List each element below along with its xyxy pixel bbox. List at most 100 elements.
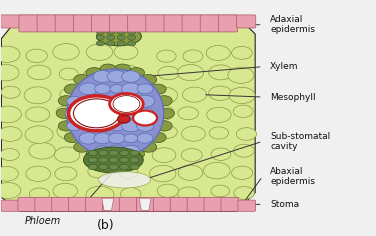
Circle shape (74, 75, 90, 85)
FancyBboxPatch shape (86, 197, 103, 211)
Circle shape (55, 147, 80, 163)
Circle shape (182, 126, 205, 141)
Circle shape (82, 97, 95, 105)
FancyBboxPatch shape (164, 15, 183, 32)
Circle shape (29, 188, 50, 201)
Circle shape (234, 187, 254, 199)
Circle shape (99, 164, 108, 170)
Circle shape (73, 99, 120, 128)
Circle shape (140, 75, 157, 85)
Circle shape (0, 46, 20, 62)
Circle shape (107, 29, 115, 34)
Circle shape (121, 83, 140, 95)
Circle shape (96, 41, 105, 46)
Circle shape (121, 120, 140, 132)
FancyBboxPatch shape (120, 197, 137, 211)
Circle shape (178, 187, 200, 201)
Circle shape (136, 108, 154, 119)
Circle shape (109, 150, 118, 156)
Circle shape (1, 86, 20, 98)
Circle shape (130, 164, 139, 170)
Circle shape (117, 115, 130, 123)
Text: Sub-stomatal
cavity: Sub-stomatal cavity (270, 132, 331, 151)
FancyBboxPatch shape (1, 15, 20, 28)
FancyBboxPatch shape (170, 197, 188, 211)
Circle shape (109, 109, 125, 119)
Circle shape (122, 145, 139, 156)
Circle shape (136, 121, 154, 131)
Circle shape (117, 29, 125, 34)
Circle shape (156, 96, 172, 106)
Circle shape (207, 107, 231, 122)
FancyBboxPatch shape (103, 197, 120, 211)
Circle shape (183, 50, 203, 62)
Circle shape (94, 96, 111, 107)
Circle shape (150, 132, 166, 143)
Circle shape (109, 97, 124, 106)
Circle shape (53, 44, 79, 60)
Circle shape (118, 84, 141, 99)
Circle shape (53, 183, 77, 198)
Circle shape (233, 105, 253, 118)
FancyBboxPatch shape (200, 15, 220, 32)
Circle shape (237, 128, 256, 140)
Circle shape (151, 87, 177, 104)
Circle shape (128, 67, 144, 78)
Circle shape (26, 166, 50, 181)
Circle shape (86, 148, 110, 162)
Circle shape (137, 84, 153, 94)
Circle shape (211, 148, 231, 160)
Circle shape (59, 68, 78, 80)
Circle shape (92, 106, 112, 118)
Circle shape (203, 162, 230, 179)
Circle shape (0, 65, 19, 81)
Circle shape (150, 105, 174, 121)
Circle shape (64, 132, 81, 143)
Circle shape (88, 157, 97, 163)
Circle shape (89, 125, 109, 137)
Ellipse shape (97, 27, 141, 46)
Circle shape (67, 121, 82, 131)
FancyBboxPatch shape (73, 15, 92, 32)
FancyBboxPatch shape (146, 15, 165, 32)
Text: (b): (b) (97, 219, 115, 232)
Polygon shape (139, 198, 151, 210)
Circle shape (79, 132, 98, 144)
Circle shape (58, 121, 75, 131)
FancyBboxPatch shape (37, 15, 56, 32)
Polygon shape (102, 198, 114, 210)
Circle shape (83, 68, 108, 84)
FancyBboxPatch shape (218, 15, 238, 32)
Circle shape (100, 152, 116, 163)
Circle shape (29, 143, 55, 159)
Circle shape (86, 149, 102, 159)
FancyBboxPatch shape (35, 197, 53, 211)
Circle shape (107, 41, 115, 46)
Circle shape (135, 95, 155, 107)
Circle shape (95, 84, 110, 94)
Circle shape (95, 146, 110, 156)
Circle shape (94, 133, 111, 144)
FancyBboxPatch shape (1, 200, 19, 211)
Circle shape (121, 188, 141, 200)
Circle shape (99, 150, 108, 156)
Circle shape (55, 167, 77, 181)
Text: Abaxial
epidermis: Abaxial epidermis (270, 167, 315, 186)
Circle shape (137, 133, 153, 143)
FancyBboxPatch shape (52, 197, 70, 211)
Circle shape (93, 120, 112, 132)
Circle shape (67, 97, 82, 106)
Circle shape (115, 128, 137, 142)
Circle shape (120, 157, 129, 163)
Circle shape (140, 142, 157, 152)
Circle shape (130, 157, 139, 163)
Circle shape (211, 185, 230, 197)
FancyBboxPatch shape (19, 15, 38, 32)
Circle shape (74, 142, 90, 152)
Circle shape (60, 88, 79, 100)
Circle shape (88, 164, 97, 170)
Circle shape (80, 108, 97, 119)
Circle shape (0, 106, 21, 123)
Text: Stoma: Stoma (270, 200, 299, 209)
Circle shape (56, 106, 76, 118)
